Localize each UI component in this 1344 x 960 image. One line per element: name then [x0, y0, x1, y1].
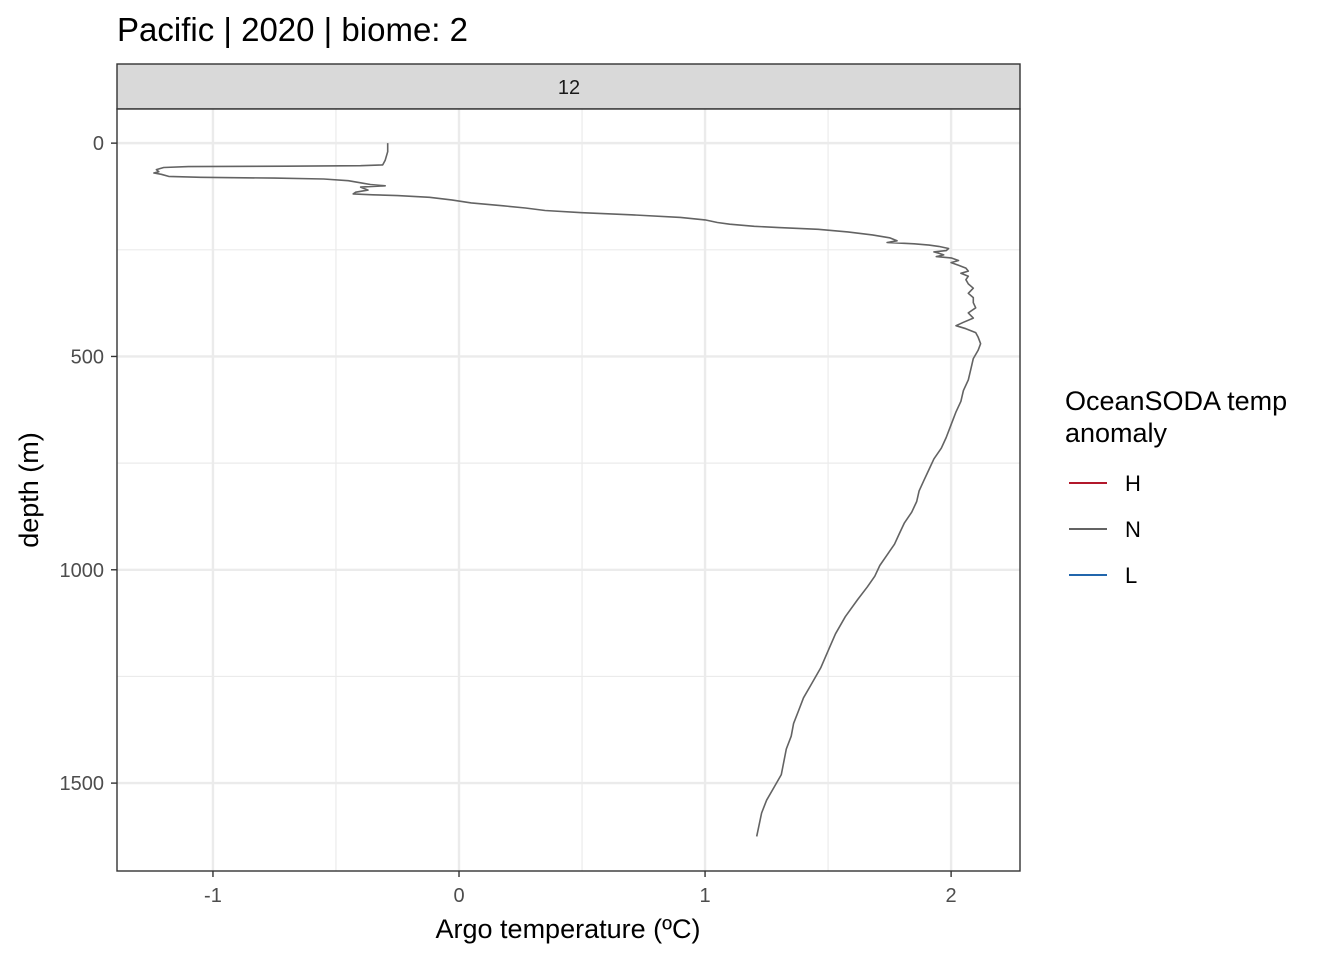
legend-entries: HNL — [1069, 471, 1141, 588]
facet-strip — [116, 63, 1021, 110]
x-axis: -1 0 1 2 — [204, 871, 957, 907]
y-tick-label: 1000 — [60, 560, 105, 582]
y-tick-label: 500 — [71, 346, 104, 368]
grid-minor — [117, 109, 1020, 871]
y-tick-label: 0 — [93, 133, 104, 155]
x-tick-label: 0 — [453, 885, 464, 907]
x-tick-label: 1 — [699, 885, 710, 907]
y-tick-label: 1500 — [60, 773, 105, 795]
legend-title-line-1: OceanSODA temp — [1065, 386, 1287, 416]
facet-strip-label: 12 — [558, 77, 580, 99]
legend: OceanSODA temp anomaly HNL — [1065, 386, 1295, 588]
legend-title-line-2: anomaly — [1065, 418, 1168, 448]
series-layer — [153, 143, 982, 837]
legend-label-H: H — [1125, 471, 1141, 496]
y-axis: 0 500 1000 1500 — [60, 133, 117, 795]
plot-panel-border — [116, 108, 1021, 872]
chart-title: Pacific | 2020 | biome: 2 — [117, 11, 468, 48]
grid-major — [117, 109, 1020, 871]
x-tick-label: 2 — [946, 885, 957, 907]
y-axis-title: depth (m) — [14, 432, 44, 548]
plot-panel — [117, 109, 1020, 871]
x-axis-title: Argo temperature (ºC) — [436, 914, 701, 944]
legend-label-N: N — [1125, 517, 1141, 542]
x-tick-label: -1 — [204, 885, 222, 907]
series-line-N — [153, 143, 982, 837]
legend-title: OceanSODA temp anomaly — [1065, 386, 1295, 448]
legend-label-L: L — [1125, 563, 1137, 588]
